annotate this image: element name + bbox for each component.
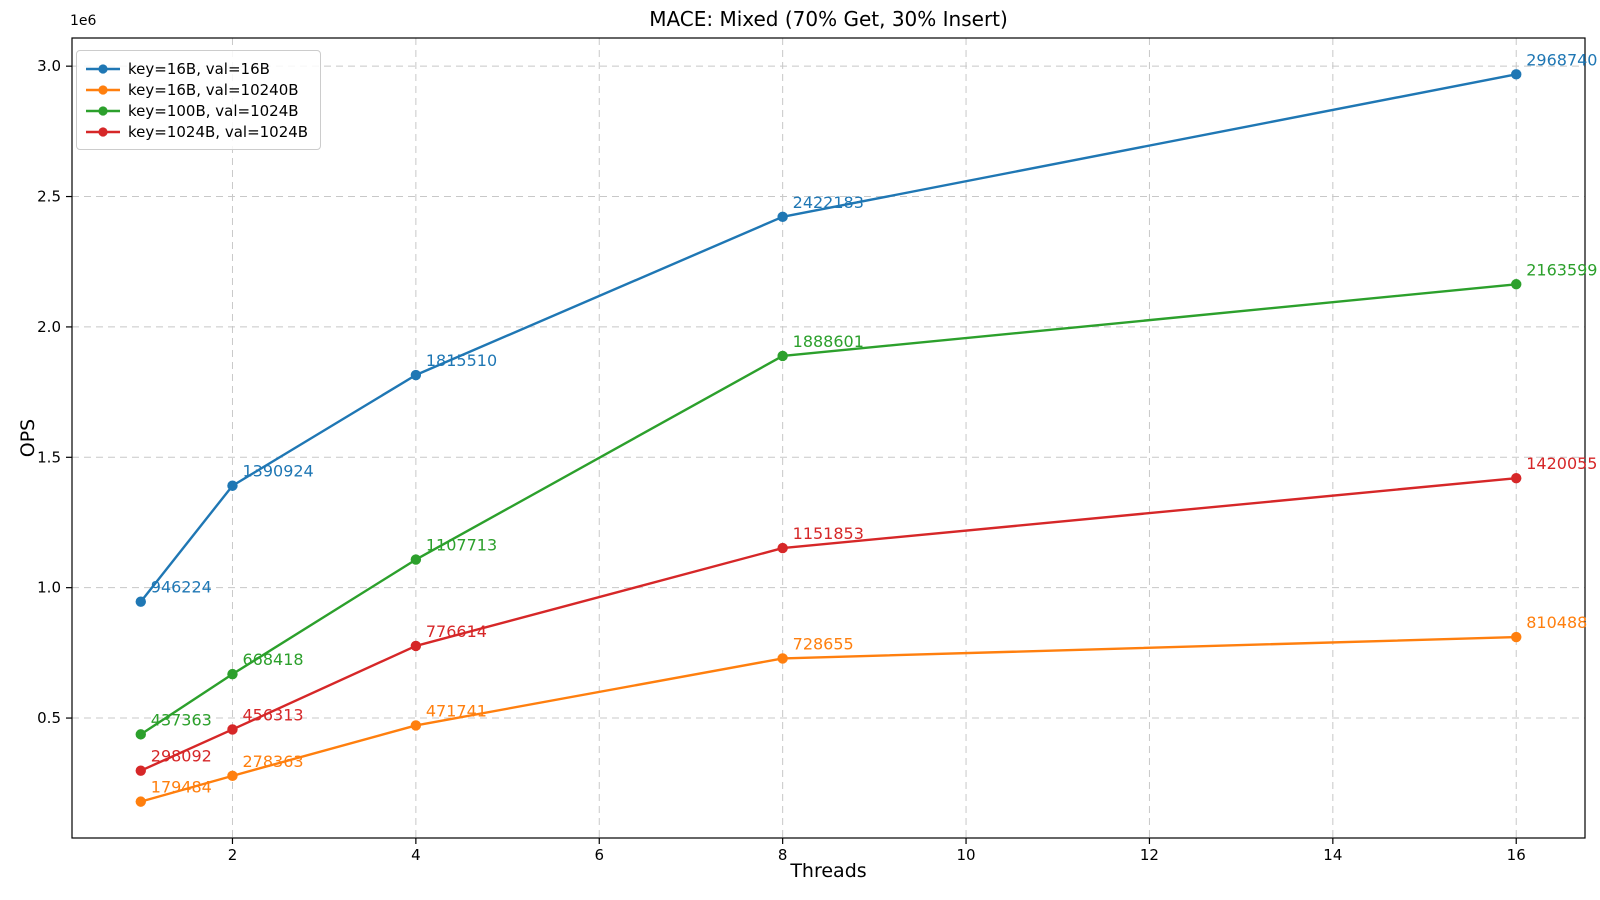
legend-item: key=16B, val=10240B — [86, 79, 308, 100]
point-label: 298092 — [151, 747, 212, 766]
y-tick-label: 3.0 — [37, 57, 61, 75]
y-tick-label: 1.5 — [37, 448, 61, 466]
legend-line-sample — [86, 126, 120, 137]
series-marker — [135, 729, 146, 740]
point-label: 2163599 — [1526, 260, 1597, 279]
chart-title: MACE: Mixed (70% Get, 30% Insert) — [649, 7, 1008, 31]
series-marker — [777, 653, 788, 664]
legend-item: key=1024B, val=1024B — [86, 121, 308, 142]
legend-item-label: key=16B, val=10240B — [128, 80, 299, 99]
point-label: 471741 — [426, 701, 487, 720]
y-tick-label: 2.0 — [37, 318, 61, 336]
x-tick-label: 14 — [1323, 846, 1342, 864]
series-marker — [777, 350, 788, 362]
x-tick-label: 12 — [1140, 846, 1159, 864]
x-tick-label: 10 — [956, 846, 975, 864]
legend-item: key=100B, val=1024B — [86, 100, 308, 121]
legend-item-label: key=1024B, val=1024B — [128, 122, 309, 141]
point-label: 1390924 — [242, 462, 313, 481]
point-label: 668418 — [242, 650, 303, 669]
y-tick-label: 0.5 — [37, 709, 61, 727]
x-axis-label: Threads — [790, 860, 867, 882]
series-marker — [1511, 279, 1522, 290]
series-marker — [135, 796, 146, 807]
point-label: 946224 — [151, 578, 212, 597]
point-label: 1888601 — [793, 332, 864, 351]
series-line — [140, 476, 1517, 772]
x-tick-label: 4 — [411, 846, 421, 864]
point-label: 179484 — [151, 778, 212, 797]
series-marker — [227, 668, 238, 680]
point-label: 1420055 — [1526, 454, 1597, 473]
point-label: 1815510 — [426, 351, 497, 370]
y-axis-offset-label: 1e6 — [70, 13, 97, 29]
legend-item: key=16B, val=16B — [86, 58, 308, 79]
y-tick-label: 2.5 — [37, 188, 61, 206]
point-label: 1107713 — [426, 536, 497, 555]
series-marker — [135, 596, 146, 607]
series-marker — [410, 640, 422, 652]
series-marker — [777, 211, 788, 223]
point-label: 776614 — [426, 622, 487, 641]
plot-border — [71, 37, 1586, 839]
legend-line-sample — [86, 63, 120, 74]
series-marker — [227, 724, 238, 735]
series-marker — [1511, 631, 1522, 643]
legend-line-sample — [86, 84, 120, 95]
point-label: 2422183 — [793, 193, 864, 212]
legend: key=16B, val=16B key=16B, val=10240B key=1… — [76, 50, 322, 150]
x-tick-label: 2 — [228, 846, 238, 864]
point-label: 1151853 — [793, 524, 864, 543]
series-line — [140, 635, 1517, 803]
series-marker — [410, 720, 422, 731]
point-label: 728655 — [793, 634, 854, 653]
point-label: 2968740 — [1526, 50, 1597, 69]
legend-item-label: key=16B, val=16B — [128, 59, 270, 78]
series-marker — [410, 554, 422, 565]
series-line — [140, 283, 1517, 736]
x-tick-label: 8 — [778, 846, 788, 864]
series-marker — [1511, 69, 1522, 80]
legend-item-label: key=100B, val=1024B — [128, 101, 299, 120]
series-marker — [410, 369, 422, 381]
series-marker — [777, 542, 788, 554]
series-marker — [135, 765, 146, 776]
legend-line-sample — [86, 105, 120, 116]
x-tick-label: 6 — [594, 846, 604, 864]
series-marker — [227, 480, 238, 491]
y-axis-label: OPS — [17, 418, 39, 458]
point-label: 437363 — [151, 710, 212, 729]
series-marker — [227, 770, 238, 782]
x-tick-label: 16 — [1507, 846, 1526, 864]
point-label: 810488 — [1526, 613, 1587, 632]
y-tick-label: 1.0 — [37, 579, 61, 597]
series-marker — [1511, 472, 1522, 484]
point-label: 456313 — [242, 705, 303, 724]
point-label: 278363 — [242, 752, 303, 771]
